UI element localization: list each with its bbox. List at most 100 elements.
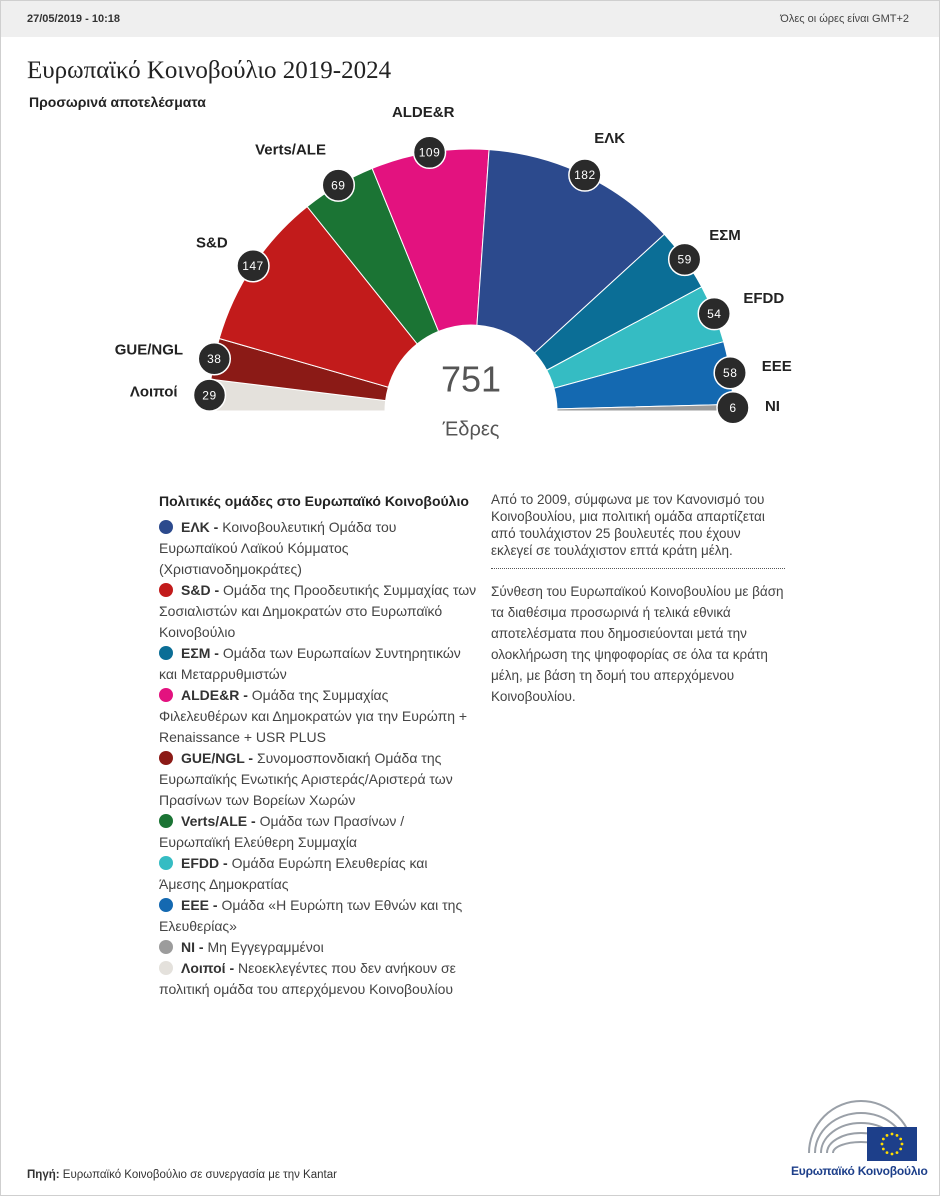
legend-item: ΕΣΜ - Ομάδα των Ευρωπαίων Συντηρητικών κ… bbox=[159, 643, 477, 685]
flag-star bbox=[890, 1132, 894, 1136]
value-label: 29 bbox=[202, 388, 216, 402]
legend-text: Ομάδα των Πρασίνων / Ευρωπαϊκή Ελεύθερη … bbox=[159, 813, 405, 850]
category-label: S&D bbox=[196, 235, 228, 252]
legend-item: ΕΛΚ - Κοινοβουλευτική Ομάδα του Ευρωπαϊκ… bbox=[159, 517, 477, 580]
legend-item: GUE/NGL - Συνομοσπονδιακή Ομάδα της Ευρω… bbox=[159, 748, 477, 811]
legend-title: Πολιτικές ομάδες στο Ευρωπαϊκό Κοινοβούλ… bbox=[159, 493, 469, 509]
value-label: 182 bbox=[574, 168, 596, 182]
source-text: Ευρωπαϊκό Κοινοβούλιο σε συνεργασία με τ… bbox=[62, 1169, 337, 1181]
legend-dot bbox=[159, 646, 173, 660]
legend-dot bbox=[159, 961, 173, 975]
top-bar: 27/05/2019 - 10:18 Όλες οι ώρες είναι GM… bbox=[1, 1, 939, 37]
legend-text: Ομάδα των Ευρωπαίων Συντηρητικών και Μετ… bbox=[159, 645, 461, 682]
legend-label: EFDD - bbox=[181, 855, 228, 871]
note: Από το 2009, σύμφωνα με τον Κανονισμό το… bbox=[491, 491, 785, 569]
legend-dot bbox=[159, 814, 173, 828]
legend-item: Verts/ALE - Ομάδα των Πρασίνων / Ευρωπαϊ… bbox=[159, 811, 477, 853]
logo-text: Ευρωπαϊκό Κοινοβούλιο bbox=[791, 1164, 928, 1178]
source: Πηγή: Ευρωπαϊκό Κοινοβούλιο σε συνεργασί… bbox=[27, 1169, 337, 1181]
value-bubble bbox=[568, 158, 602, 192]
flag-star bbox=[900, 1142, 904, 1146]
legend-dot bbox=[159, 898, 173, 912]
flag-star bbox=[895, 1151, 899, 1155]
flag-star bbox=[885, 1151, 889, 1155]
legend: Πολιτικές ομάδες στο Ευρωπαϊκό Κοινοβούλ… bbox=[159, 491, 477, 1000]
category-label: ALDE&R bbox=[392, 104, 455, 121]
value-label: 69 bbox=[331, 178, 345, 192]
legend-text: Συνομοσπονδιακή Ομάδα της Ευρωπαϊκής Ενω… bbox=[159, 750, 453, 808]
category-label: Λοιποί bbox=[130, 384, 178, 401]
flag-star bbox=[895, 1133, 899, 1137]
legend-label: GUE/NGL - bbox=[181, 750, 254, 766]
legend-label: Verts/ALE - bbox=[181, 813, 256, 829]
timestamp: 27/05/2019 - 10:18 bbox=[27, 13, 120, 25]
value-bubble bbox=[667, 242, 702, 277]
value-bubble bbox=[197, 341, 232, 376]
legend-dot bbox=[159, 520, 173, 534]
total-value: 751 bbox=[441, 359, 501, 400]
flag-star bbox=[899, 1137, 903, 1141]
legend-text: Ομάδα «Η Ευρώπη των Εθνών και της Ελευθε… bbox=[159, 897, 463, 934]
legend-dot bbox=[159, 583, 173, 597]
logo-stars bbox=[880, 1132, 904, 1156]
value-label: 59 bbox=[678, 253, 692, 267]
value-bubble bbox=[236, 248, 270, 283]
legend-label: Λοιποί - bbox=[181, 960, 235, 976]
category-label: ΕΛΚ bbox=[594, 130, 625, 147]
legend-text: Νεοεκλεγέντες που δεν ανήκουν σε πολιτικ… bbox=[159, 960, 456, 997]
legend-text: Μη Εγγεγραμμένοι bbox=[207, 939, 324, 955]
legend-dot bbox=[159, 751, 173, 765]
notes: Από το 2009, σύμφωνα με τον Κανονισμό το… bbox=[491, 491, 785, 707]
legend-label: EEE - bbox=[181, 897, 218, 913]
legend-text: Κοινοβουλευτική Ομάδα του Ευρωπαϊκού Λαϊ… bbox=[159, 519, 397, 577]
legend-item: ALDE&R - Ομάδα της Συμμαχίας Φιλελευθέρω… bbox=[159, 685, 477, 748]
chart-title: Ευρωπαϊκό Κοινοβούλιο 2019-2024 bbox=[27, 57, 392, 84]
legend-label: ALDE&R - bbox=[181, 687, 248, 703]
flag-star bbox=[881, 1137, 885, 1141]
flag-star bbox=[880, 1142, 884, 1146]
category-label: EEE bbox=[762, 358, 792, 375]
category-label: EFDD bbox=[743, 290, 784, 307]
legend-item: EFDD - Ομάδα Ευρώπη Ελευθερίας και Άμεση… bbox=[159, 853, 477, 895]
value-bubble bbox=[713, 356, 747, 390]
logo bbox=[808, 1100, 917, 1161]
legend-text: Ομάδα της Συμμαχίας Φιλελευθέρων και Δημ… bbox=[159, 687, 468, 745]
seat-wedge bbox=[476, 149, 666, 354]
value-label: 6 bbox=[729, 401, 736, 415]
value-bubble bbox=[412, 135, 447, 170]
category-label: Verts/ALE bbox=[255, 142, 326, 159]
category-label: GUE/NGL bbox=[115, 342, 183, 359]
note: Σύνθεση του Ευρωπαϊκού Κοινοβουλίου με β… bbox=[491, 584, 784, 704]
value-bubble bbox=[697, 296, 731, 331]
value-label: 109 bbox=[419, 145, 441, 159]
legend-text: Ομάδα Ευρώπη Ελευθερίας και Άμεσης Δημοκ… bbox=[159, 855, 428, 892]
chart-subtitle: Προσωρινά αποτελέσματα bbox=[29, 94, 206, 110]
legend-label: S&D - bbox=[181, 582, 220, 598]
legend-text: Ομάδα της Προοδευτικής Συμμαχίας των Σοσ… bbox=[159, 582, 477, 640]
category-label: ΕΣΜ bbox=[709, 227, 741, 244]
value-bubble bbox=[321, 168, 356, 202]
timezone-note: Όλες οι ώρες είναι GMT+2 bbox=[780, 13, 909, 25]
value-bubble bbox=[716, 390, 750, 425]
seat-wedge bbox=[218, 205, 418, 388]
value-label: 54 bbox=[707, 307, 721, 321]
legend-label: NI - bbox=[181, 939, 204, 955]
chart: 29 Λοιποί 38 GUE/NGL 147 S&D 69 Verts/ALE 109 ALD… bbox=[115, 104, 792, 441]
logo-flag bbox=[867, 1127, 917, 1161]
legend-item: S&D - Ομάδα της Προοδευτικής Συμμαχίας τ… bbox=[159, 580, 477, 643]
category-label: NI bbox=[765, 398, 780, 415]
value-label: 58 bbox=[723, 366, 737, 380]
legend-item: EEE - Ομάδα «Η Ευρώπη των Εθνών και της … bbox=[159, 895, 477, 937]
value-label: 147 bbox=[242, 259, 264, 273]
total-label: Έδρες bbox=[442, 418, 500, 440]
value-label: 38 bbox=[207, 352, 221, 366]
legend-label: ΕΛΚ - bbox=[181, 519, 219, 535]
legend-dot bbox=[159, 688, 173, 702]
legend-label: ΕΣΜ - bbox=[181, 645, 219, 661]
value-bubble bbox=[192, 378, 227, 412]
legend-dot bbox=[159, 856, 173, 870]
source-label: Πηγή: bbox=[27, 1169, 60, 1181]
